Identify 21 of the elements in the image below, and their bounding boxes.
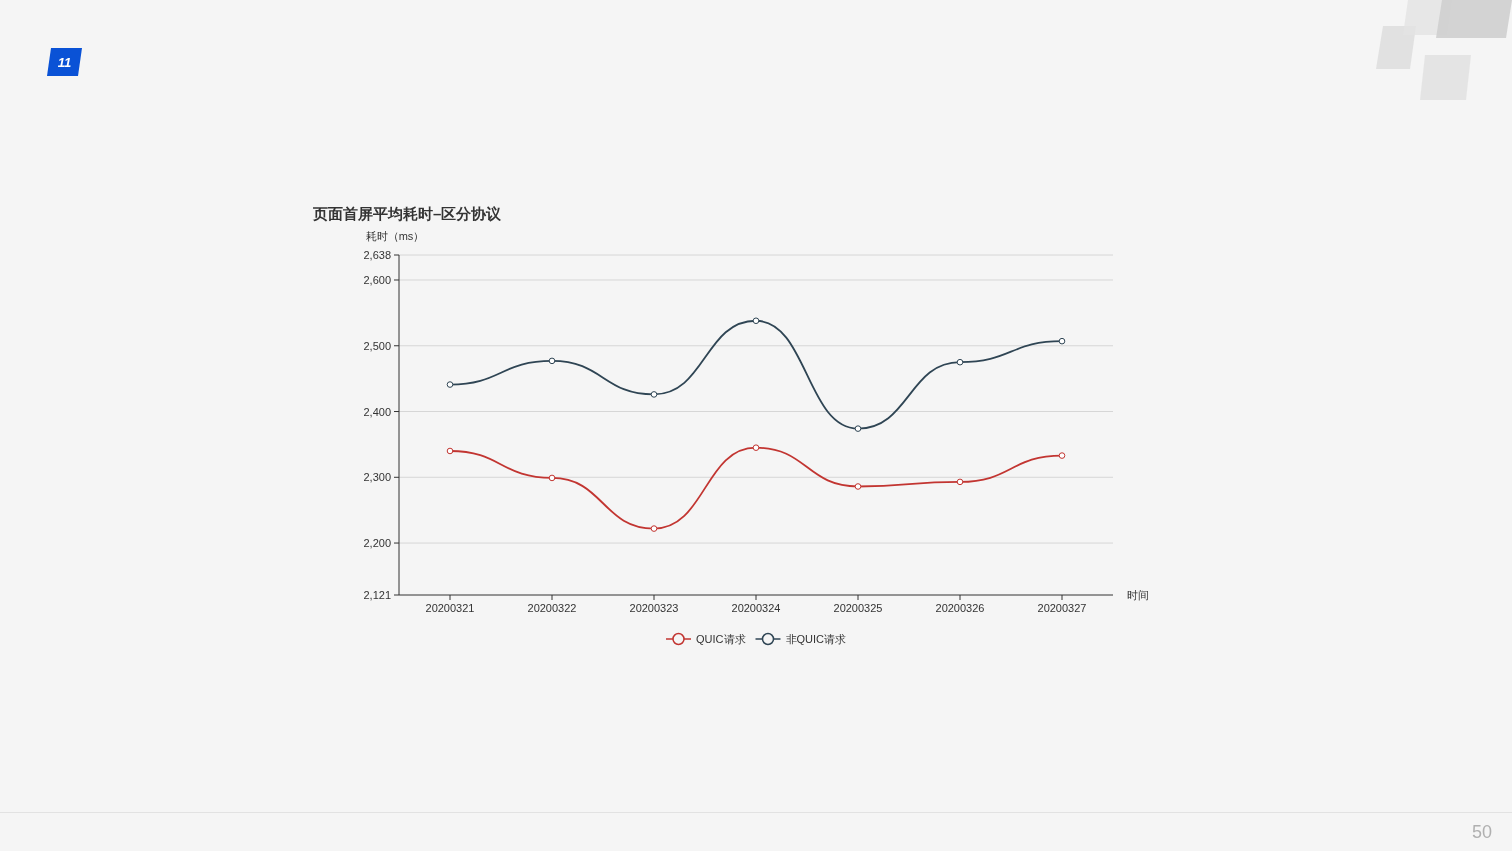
y-tick-label: 2,300 <box>363 471 391 484</box>
x-tick-label: 20200326 <box>935 602 985 614</box>
x-tick-label: 20200327 <box>1037 602 1087 614</box>
x-tick-label: 20200323 <box>629 602 679 614</box>
y-tick-label: 2,400 <box>363 405 391 418</box>
y-axis-title: 耗时（ms） <box>365 230 425 242</box>
y-tick-label: 2,638 <box>363 249 391 261</box>
y-tick-label: 2,121 <box>363 589 391 601</box>
x-tick-label: 20200324 <box>731 602 781 614</box>
legend-label: 非QUIC请求 <box>785 633 846 645</box>
x-tick-label: 20200322 <box>527 602 577 614</box>
x-tick-label: 20200321 <box>425 602 475 614</box>
y-tick-label: 2,500 <box>363 339 391 352</box>
x-tick-label: 20200325 <box>833 602 883 614</box>
text: 50 <box>1471 822 1492 842</box>
y-tick-label: 2,200 <box>363 537 391 550</box>
chart-title: 页面首屏平均耗时–区分协议 <box>312 205 503 222</box>
text: 11 <box>57 55 72 70</box>
legend-label: QUIC请求 <box>696 633 746 645</box>
x-axis-title: 时间 <box>1127 589 1149 601</box>
y-tick-label: 2,600 <box>363 273 391 286</box>
